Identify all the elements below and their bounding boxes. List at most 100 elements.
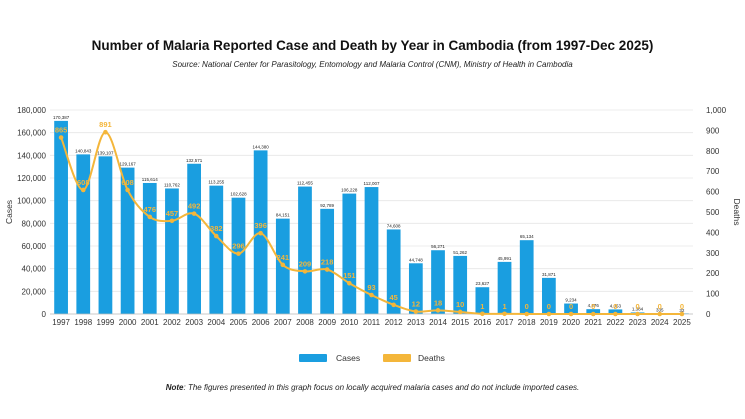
y-left-tick-label: 80,000 — [22, 219, 47, 228]
bar-value-label: 113,255 — [208, 180, 224, 185]
point-deaths — [590, 311, 596, 317]
x-tick-label: 2020 — [562, 318, 580, 327]
bar-value-label: 84,151 — [276, 213, 290, 218]
note-label: Note — [165, 383, 184, 392]
deaths-value-label: 1 — [480, 302, 484, 311]
bar-value-label: 1,384 — [632, 306, 644, 311]
point-deaths — [80, 187, 86, 193]
point-deaths — [635, 311, 640, 317]
legend-label-cases: Cases — [336, 353, 360, 363]
bar-value-label: 32 — [679, 308, 685, 313]
point-deaths — [369, 292, 374, 298]
legend-swatch-cases — [299, 354, 327, 362]
bar-cases — [431, 250, 445, 314]
bar-value-label: 129,167 — [119, 162, 136, 167]
point-deaths — [524, 311, 530, 317]
deaths-value-label: 0 — [525, 302, 529, 311]
deaths-value-label: 151 — [343, 271, 356, 280]
y-right-tick-label: 800 — [706, 147, 720, 156]
deaths-value-label: 608 — [121, 178, 134, 187]
bar-cases — [187, 163, 201, 314]
deaths-value-label: 209 — [299, 259, 312, 268]
y-left-tick-label: 120,000 — [17, 174, 46, 183]
bar-value-label: 31,871 — [542, 272, 556, 277]
x-tick-label: 2016 — [473, 318, 491, 327]
bar-cases — [586, 309, 601, 314]
bar-value-label: 139,107 — [97, 150, 114, 155]
deaths-value-label: 0 — [547, 302, 551, 311]
y-right-tick-label: 1,000 — [706, 106, 727, 115]
deaths-value-label: 0 — [569, 302, 573, 311]
x-tick-label: 2007 — [274, 318, 292, 327]
x-tick-label: 2002 — [163, 318, 181, 327]
point-deaths — [236, 251, 241, 256]
point-deaths — [58, 135, 64, 140]
legend-label-deaths: Deaths — [418, 353, 445, 363]
point-deaths — [413, 309, 419, 314]
point-deaths — [502, 311, 507, 317]
bar-value-label: 335 — [656, 308, 664, 313]
bar-value-label: 23,627 — [475, 281, 489, 286]
bar-value-label: 115,614 — [142, 177, 158, 182]
deaths-value-label: 0 — [591, 302, 595, 311]
bar-value-label: 144,380 — [252, 144, 269, 149]
point-deaths — [347, 280, 352, 286]
y-left-tick-label: 180,000 — [17, 106, 46, 115]
x-tick-label: 1999 — [97, 318, 115, 327]
deaths-value-label: 457 — [166, 209, 179, 218]
bar-value-label: 112,455 — [297, 181, 313, 186]
bar-value-label: 56,271 — [431, 244, 445, 249]
bar-cases — [165, 188, 179, 314]
y-left-tick-label: 140,000 — [17, 151, 46, 160]
y-left-tick-label: 0 — [42, 310, 47, 319]
bar-cases — [564, 303, 578, 314]
bar-cases — [76, 154, 91, 314]
deaths-value-label: 10 — [456, 300, 464, 309]
x-tick-label: 2000 — [119, 318, 137, 327]
y-right-axis-title: Deaths — [732, 199, 742, 226]
bar-value-label: 45,991 — [498, 256, 512, 261]
x-tick-label: 2014 — [429, 318, 447, 327]
deaths-value-label: 45 — [390, 293, 398, 302]
x-tick-label: 2005 — [230, 318, 248, 327]
deaths-value-label: 891 — [99, 120, 112, 129]
y-right-tick-label: 300 — [706, 249, 720, 258]
deaths-value-label: 241 — [277, 253, 290, 262]
deaths-value-label: 18 — [434, 298, 442, 307]
deaths-value-label: 12 — [412, 300, 420, 309]
x-tick-label: 2011 — [363, 318, 381, 327]
bar-value-label: 9,234 — [565, 298, 577, 303]
point-deaths — [480, 311, 485, 317]
x-tick-label: 2025 — [673, 318, 691, 327]
y-right-tick-label: 0 — [706, 310, 711, 319]
point-deaths — [169, 218, 175, 224]
x-tick-label: 2009 — [318, 318, 336, 327]
point-deaths — [568, 311, 574, 317]
x-tick-label: 2010 — [340, 318, 358, 327]
bar-value-label: 132,571 — [186, 158, 203, 163]
x-tick-label: 2023 — [629, 318, 647, 327]
bar-cases — [120, 167, 135, 314]
chart-note: Note: The figures presented in this grap… — [0, 383, 745, 392]
y-right-tick-label: 500 — [706, 208, 720, 217]
y-right-tick-label: 900 — [706, 126, 720, 135]
point-deaths — [324, 267, 330, 272]
point-deaths — [302, 269, 308, 274]
bar-value-label: 112,007 — [364, 181, 380, 186]
bar-value-label: 106,228 — [341, 188, 358, 193]
deaths-value-label: 0 — [635, 302, 639, 311]
y-left-tick-label: 60,000 — [22, 242, 47, 251]
deaths-value-label: 93 — [367, 283, 375, 292]
deaths-value-label: 218 — [321, 258, 334, 267]
x-tick-label: 2001 — [141, 318, 159, 327]
deaths-value-label: 296 — [232, 242, 245, 251]
x-tick-label: 2004 — [207, 318, 225, 327]
deaths-value-label: 382 — [210, 224, 223, 233]
bar-value-label: 74,608 — [387, 223, 401, 228]
deaths-value-label: 865 — [55, 126, 68, 135]
note-text: : The figures presented in this graph fo… — [183, 383, 580, 392]
chart-subtitle: Source: National Center for Parasitology… — [172, 60, 573, 69]
deaths-value-label: 1 — [502, 302, 506, 311]
y-right-tick-label: 400 — [706, 228, 720, 237]
